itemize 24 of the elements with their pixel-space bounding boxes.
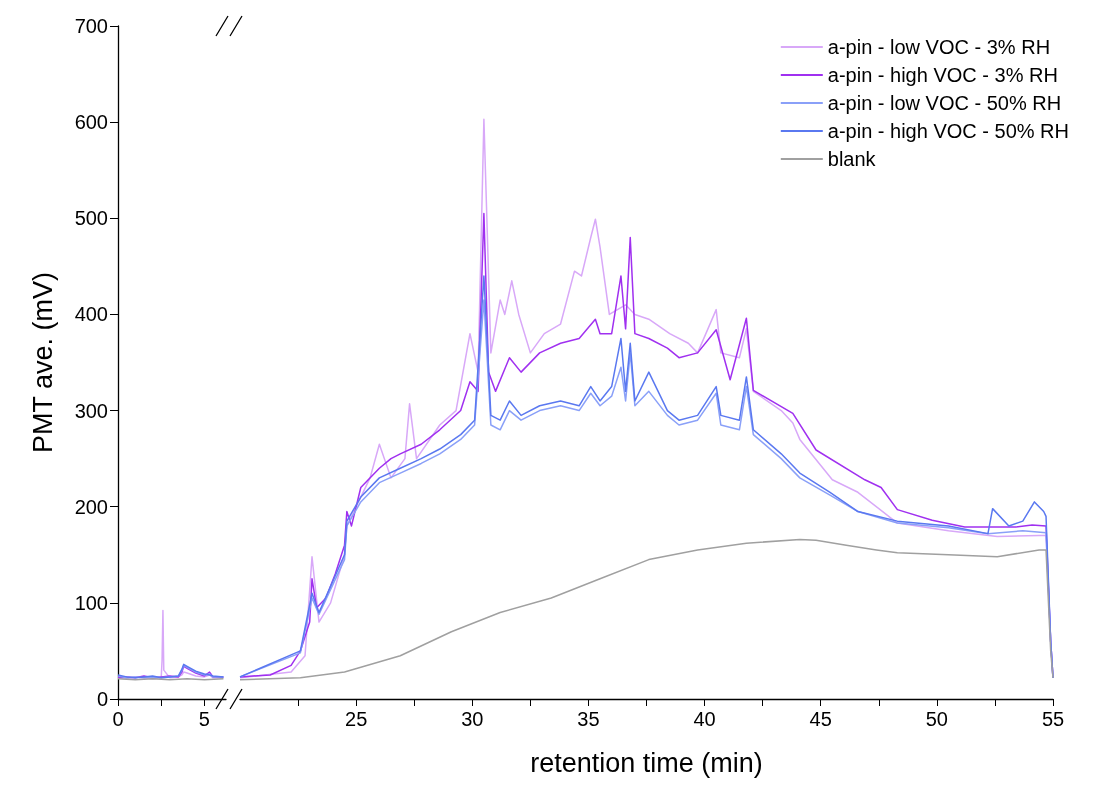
legend-label: a-pin - high VOC - 3% RH — [827, 64, 1058, 86]
x-tick-label: 25 — [345, 708, 368, 730]
legend-label: a-pin - high VOC - 50% RH — [827, 120, 1069, 142]
legend-label: a-pin - low VOC - 3% RH — [827, 36, 1051, 58]
y-tick-label: 0 — [96, 688, 108, 710]
y-tick-label: 700 — [74, 15, 108, 37]
x-tick-label: 40 — [693, 708, 716, 730]
x-tick-label: 5 — [198, 708, 210, 730]
legend-label: a-pin - low VOC - 50% RH — [827, 92, 1062, 114]
x-tick-label: 35 — [577, 708, 600, 730]
x-tick-label: 0 — [112, 708, 124, 730]
legend-label: blank — [827, 148, 877, 170]
x-tick-label: 45 — [809, 708, 832, 730]
x-tick-label: 50 — [925, 708, 948, 730]
y-tick-label: 500 — [74, 207, 108, 230]
y-tick-label: 400 — [74, 303, 108, 326]
x-tick-label: 30 — [461, 708, 484, 730]
y-tick-label: 100 — [74, 591, 108, 614]
y-axis-title: PMT ave. (mV) — [27, 271, 58, 454]
y-tick-label: 600 — [74, 111, 108, 134]
y-tick-label: 300 — [74, 399, 108, 422]
y-tick-label: 200 — [74, 495, 108, 518]
x-axis-title: retention time (min) — [530, 747, 763, 778]
x-tick-label: 55 — [1041, 708, 1065, 730]
